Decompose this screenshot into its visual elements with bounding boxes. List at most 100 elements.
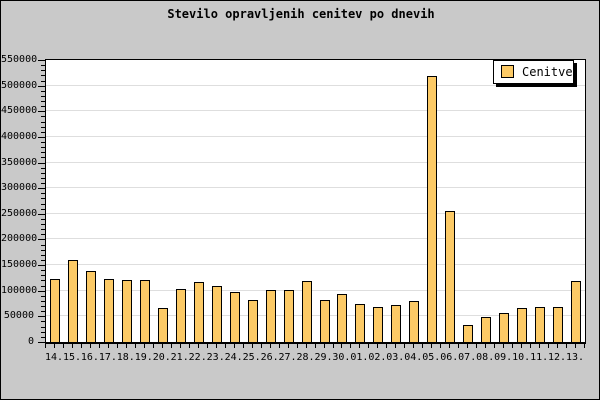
y-axis-minor-tick	[41, 250, 45, 251]
y-axis-minor-tick	[41, 209, 45, 210]
x-axis-tick	[251, 344, 253, 348]
x-axis-label: 04.	[404, 352, 423, 363]
x-axis-tick	[197, 344, 199, 348]
gridline	[46, 315, 585, 316]
y-axis-minor-tick	[41, 224, 45, 225]
bar-23.	[211, 286, 222, 342]
bar-08.	[481, 317, 492, 342]
y-axis-minor-tick	[41, 332, 45, 333]
x-axis-tick	[287, 344, 289, 348]
x-axis-tick	[63, 344, 64, 348]
y-axis-minor-tick	[41, 296, 45, 297]
x-axis-label: 14.	[44, 352, 64, 363]
x-axis-tick	[161, 344, 163, 348]
y-axis-minor-tick	[41, 65, 45, 66]
y-axis-minor-tick	[41, 157, 45, 158]
plot-area	[45, 59, 586, 344]
y-axis-major-tick	[38, 291, 45, 292]
y-axis-minor-tick	[41, 147, 45, 148]
y-axis-minor-tick	[41, 142, 45, 143]
bar-22.	[193, 282, 204, 342]
y-axis-label: 400000	[1, 131, 38, 142]
bar-06.	[445, 211, 456, 342]
x-axis-label: 24.	[224, 352, 243, 363]
x-axis-label: 28.	[296, 352, 315, 363]
x-axis-tick	[530, 344, 532, 348]
y-axis-minor-tick	[41, 275, 45, 276]
y-axis-major-tick	[38, 86, 45, 87]
x-axis-tick	[332, 344, 334, 348]
x-axis-tick	[134, 344, 136, 348]
y-axis-minor-tick	[41, 286, 45, 287]
y-axis-minor-tick	[41, 183, 45, 184]
x-axis-tick	[386, 344, 388, 348]
y-axis-label: 0	[27, 336, 34, 347]
x-axis-label: 11.	[530, 352, 549, 363]
gridline	[46, 110, 585, 111]
bar-11.	[535, 307, 546, 342]
bar-16.	[85, 271, 96, 342]
x-axis-tick	[467, 344, 469, 348]
bar-03.	[391, 305, 402, 342]
y-axis-minor-tick	[41, 81, 45, 82]
x-axis-label: 01.	[350, 352, 369, 363]
x-axis-label: 23.	[206, 352, 225, 363]
gridline	[46, 290, 585, 291]
y-axis-major-tick	[38, 188, 45, 189]
legend-swatch-icon	[501, 65, 514, 78]
x-axis-label: 07.	[458, 352, 477, 363]
x-axis-label: 03.	[386, 352, 405, 363]
y-axis-minor-tick	[41, 173, 45, 174]
x-axis-tick	[71, 344, 73, 348]
x-axis-tick	[116, 344, 118, 348]
y-axis-minor-tick	[41, 260, 45, 261]
gridline	[46, 264, 585, 265]
y-axis-minor-tick	[41, 198, 45, 199]
gridline	[46, 187, 585, 188]
y-axis-minor-tick	[41, 327, 45, 328]
x-axis-tick	[80, 344, 82, 348]
bar-20.	[157, 308, 168, 342]
x-axis-label: 22.	[188, 352, 207, 363]
y-axis-major-tick	[38, 239, 45, 240]
bar-21.	[175, 289, 186, 342]
x-axis-tick	[422, 344, 424, 348]
y-axis-minor-tick	[41, 96, 45, 97]
x-axis-tick	[89, 344, 91, 348]
gridline	[46, 162, 585, 163]
x-axis-label: 08.	[476, 352, 495, 363]
x-axis-label: 13.	[565, 352, 585, 363]
y-axis-major-tick	[38, 265, 45, 266]
x-axis-tick	[269, 344, 271, 348]
y-axis-minor-tick	[41, 132, 45, 133]
y-axis-minor-tick	[41, 234, 45, 235]
bar-15.	[67, 260, 78, 342]
x-axis-tick	[539, 344, 541, 348]
x-axis-tick	[45, 344, 46, 348]
bar-27.	[283, 290, 294, 342]
y-axis-minor-tick	[41, 152, 45, 153]
y-axis-label: 50000	[3, 310, 34, 321]
y-axis-minor-tick	[41, 178, 45, 179]
y-axis-minor-tick	[41, 255, 45, 256]
x-axis-tick	[521, 344, 523, 348]
y-axis-minor-tick	[41, 70, 45, 71]
x-axis-tick	[584, 344, 585, 348]
y-axis-label: 100000	[1, 285, 38, 296]
x-axis-label: 21.	[170, 352, 189, 363]
y-axis-minor-tick	[41, 193, 45, 194]
x-axis-label: 02.	[368, 352, 387, 363]
y-axis-label: 350000	[1, 157, 38, 168]
x-axis-tick	[503, 344, 505, 348]
y-axis-major-tick	[38, 137, 45, 138]
y-axis-minor-tick	[41, 101, 45, 102]
bar-10.	[517, 308, 528, 342]
gridline	[46, 213, 585, 214]
x-axis-tick	[107, 344, 109, 348]
y-axis-minor-tick	[41, 219, 45, 220]
y-axis-major-tick	[38, 214, 45, 215]
x-axis-label: 25.	[242, 352, 261, 363]
x-axis-label: 19.	[134, 352, 153, 363]
x-axis-tick	[359, 344, 361, 348]
